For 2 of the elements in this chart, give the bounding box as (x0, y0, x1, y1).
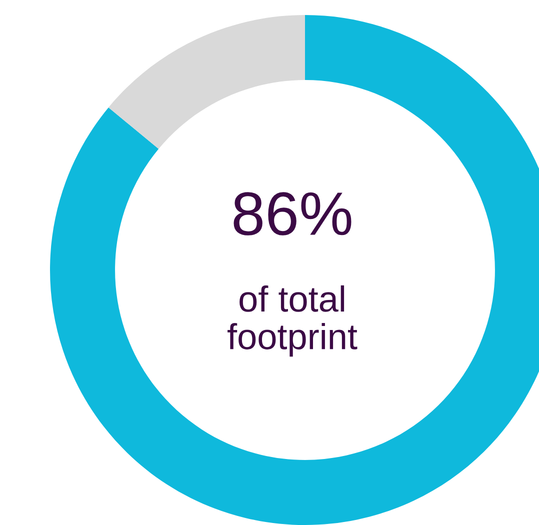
text: 86% (234, 192, 352, 236)
text: of total footprint (228, 285, 358, 357)
